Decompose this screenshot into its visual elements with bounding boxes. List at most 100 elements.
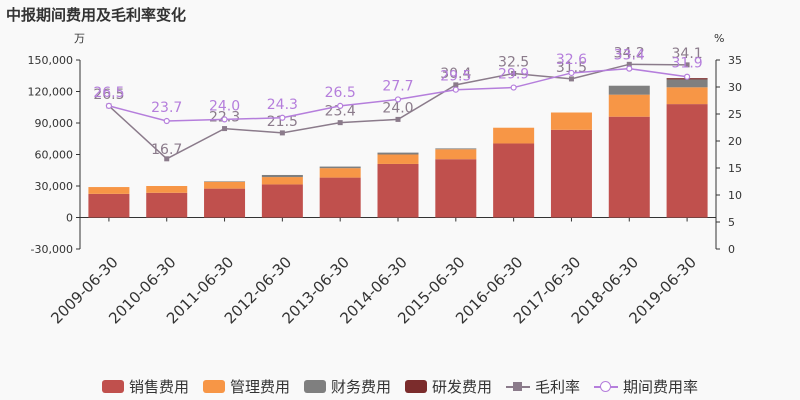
legend-swatch-finance [303, 379, 326, 393]
left-axis-tick-label: 90,000 [35, 117, 74, 130]
bar-2-2012-06-30 [261, 177, 303, 185]
left-axis-tick-label: 30,000 [35, 180, 74, 193]
right-axis-unit: % [714, 32, 724, 45]
expense-rate-label: 29.9 [498, 67, 529, 83]
left-axis-unit: 万 [74, 32, 85, 45]
gross-margin-point [684, 62, 690, 68]
expense-rate-point [626, 65, 633, 72]
bar-2-2019-06-30 [666, 87, 708, 105]
bar-1-2012-06-30 [261, 184, 303, 218]
expense-rate-label: 32.6 [556, 52, 587, 68]
expense-rate-point [163, 117, 170, 125]
bar-1-2011-06-30 [204, 188, 246, 218]
bar-1-2019-06-30 [666, 104, 708, 218]
expense-rate-point [394, 96, 402, 103]
expense-rate-point [510, 84, 517, 91]
gross-margin-label: 34.2 [614, 45, 645, 61]
expense-rate-label: 23.7 [151, 100, 182, 116]
legend-swatch-gross-margin [506, 380, 531, 393]
right-axis-tick-label: 25 [728, 108, 742, 121]
expense-rate-point [105, 102, 113, 110]
gross-margin-point [222, 126, 228, 132]
gross-margin-point [337, 120, 343, 126]
gross-margin-point [626, 61, 632, 67]
bar-1-2018-06-30 [608, 116, 650, 218]
expense-rate-point [452, 86, 459, 93]
gross-margin-label: 26.5 [93, 87, 124, 103]
bar-3-2012-06-30 [261, 174, 303, 178]
bar-3-2019-06-30 [666, 79, 708, 88]
right-axis-tick-label: 0 [728, 243, 735, 256]
right-axis-tick-label: 20 [728, 135, 742, 148]
expense-rate-point [279, 114, 286, 121]
left-axis-tick-label: 120,000 [28, 86, 74, 99]
gross-margin-point [279, 130, 285, 136]
gross-margin-point [453, 82, 459, 88]
expense-rate-label: 27.7 [382, 78, 413, 94]
bar-2-2016-06-30 [493, 127, 535, 144]
chart-title: 中报期间费用及毛利率变化 [6, 6, 187, 24]
bar-1-2017-06-30 [550, 129, 592, 218]
left-axis-tick-label: 150,000 [28, 54, 74, 67]
bar-1-2016-06-30 [493, 143, 535, 218]
gross-margin-label: 32.5 [498, 55, 529, 71]
right-axis-tick-label: 15 [728, 162, 742, 175]
right-axis-tick-label: 30 [728, 81, 742, 94]
gross-margin-point [395, 116, 401, 122]
legend-item-sales[interactable]: 销售费用 [101, 376, 189, 397]
bar-1-2009-06-30 [88, 193, 130, 218]
expense-rate-label: 29.5 [440, 69, 471, 85]
left-axis-tick-label: -30,000 [31, 243, 73, 256]
bar-2-2010-06-30 [146, 186, 188, 193]
bar-3-2014-06-30 [377, 152, 419, 155]
expense-rate-label: 26.5 [93, 85, 124, 101]
gross-margin-label: 34.1 [672, 46, 703, 62]
expense-rate-point [568, 69, 575, 77]
legend-swatch-sales [101, 379, 124, 393]
legend-item-expense-rate[interactable]: 期间费用率 [594, 376, 698, 397]
legend-label-sales: 销售费用 [128, 377, 189, 396]
bar-1-2013-06-30 [319, 177, 361, 218]
bar-2-2015-06-30 [435, 149, 477, 160]
bar-2-2009-06-30 [88, 187, 130, 194]
right-axis-tick-label: 5 [728, 216, 735, 229]
bar-2-2014-06-30 [377, 154, 419, 164]
bar-3-2015-06-30 [435, 148, 477, 150]
legend-label-gross-margin: 毛利率 [535, 377, 581, 396]
expense-rate-label: 24.0 [209, 98, 240, 114]
legend-swatch-admin [202, 379, 225, 393]
right-axis-tick-label: 10 [728, 189, 742, 202]
legend-label-admin: 管理费用 [229, 377, 290, 396]
bar-2-2011-06-30 [204, 181, 246, 189]
bar-3-2018-06-30 [608, 85, 650, 95]
legend-item-admin[interactable]: 管理费用 [202, 376, 290, 397]
expense-rate-label: 31.9 [672, 56, 703, 72]
chart-canvas: 万 % 150,000 120,000 90,000 60,000 30,000 0 -30,0… [28, 32, 743, 327]
bar-1-2010-06-30 [146, 192, 188, 218]
bar-1-2014-06-30 [377, 163, 419, 218]
expense-rate-point [221, 116, 228, 123]
legend-item-finance[interactable]: 财务费用 [303, 376, 391, 397]
expense-rate-label: 33.4 [614, 48, 645, 64]
left-axis-tick-label: 60,000 [35, 149, 74, 162]
bar-2-2017-06-30 [550, 112, 592, 130]
legend-item-gross-margin[interactable]: 毛利率 [506, 376, 580, 397]
expense-rate-point [683, 73, 691, 80]
legend: 销售费用 管理费用 财务费用 研发费用 毛利率 期间费用率 [0, 374, 800, 398]
expense-rate-label: 24.3 [267, 97, 298, 113]
gross-margin-point [568, 76, 574, 82]
bar-2-2013-06-30 [319, 168, 361, 178]
legend-item-rd[interactable]: 研发费用 [405, 376, 492, 397]
expense-rate-point [337, 102, 344, 110]
bar-1-2015-06-30 [435, 159, 477, 218]
gross-margin-point [164, 156, 170, 162]
gross-margin-point [511, 71, 517, 76]
right-axis-tick-label: 35 [728, 54, 742, 67]
legend-label-rd: 研发费用 [432, 377, 493, 396]
bar-3-2011-06-30 [204, 181, 246, 182]
expense-rate-label: 26.5 [325, 85, 356, 101]
legend-swatch-expense-rate [594, 380, 619, 393]
bar-2-2018-06-30 [608, 94, 650, 117]
legend-label-expense-rate: 期间费用率 [623, 377, 699, 396]
legend-label-finance: 财务费用 [330, 377, 391, 396]
